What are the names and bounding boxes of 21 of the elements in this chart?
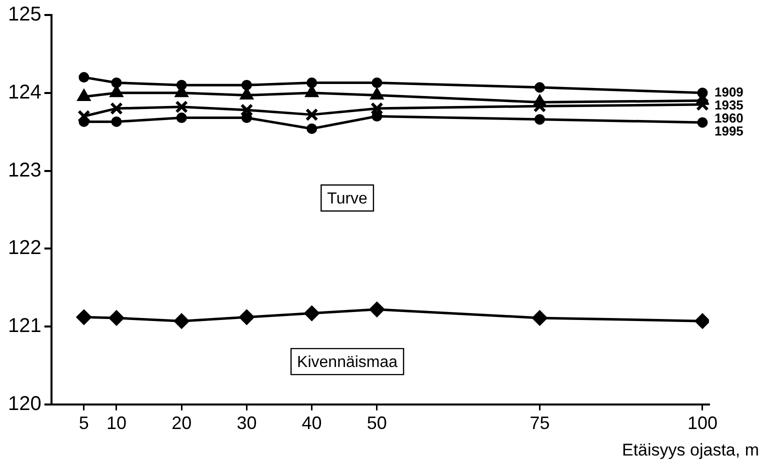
x-tick-label: 100 [687, 413, 718, 434]
y-tick-label: 124 [8, 81, 42, 104]
annotation: Turve [327, 190, 368, 208]
y-tick-label: 120 [8, 392, 42, 415]
series-label: 1909 [714, 84, 744, 100]
series-label: 1935 [714, 97, 744, 112]
y-tick-label: 123 [8, 159, 42, 182]
x-tick-label: 5 [78, 413, 89, 434]
x-tick-label: 20 [172, 413, 192, 434]
x-tick-label: 50 [366, 413, 387, 434]
y-tick-label: 121 [8, 315, 42, 338]
x-tick-label: 30 [236, 413, 257, 434]
y-tick-label: 125 [8, 4, 42, 26]
x-tick-label: 40 [302, 413, 322, 434]
series-label: 1995 [714, 123, 744, 138]
annotation: Kivennäismaa [297, 354, 398, 371]
x-tick-label: 75 [530, 413, 550, 434]
y-tick-label: 122 [8, 237, 42, 260]
x-axis-title: Etäisyys ojasta, m [622, 440, 759, 460]
series-label: 1960 [714, 110, 744, 126]
x-tick-label: 10 [106, 413, 126, 434]
